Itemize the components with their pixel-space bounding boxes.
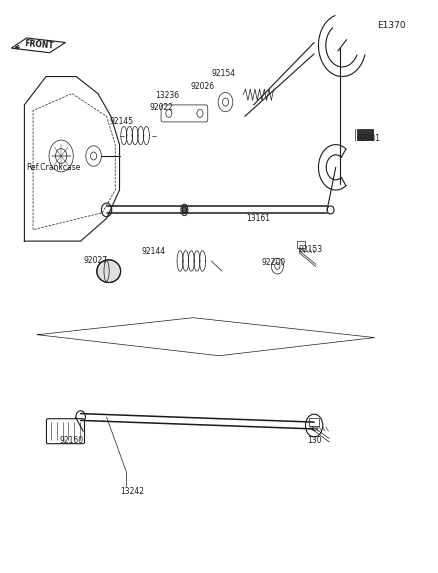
Text: 92026: 92026 (191, 83, 215, 91)
Text: 92027: 92027 (84, 257, 108, 265)
FancyBboxPatch shape (297, 241, 305, 249)
FancyBboxPatch shape (309, 418, 319, 426)
Text: Ref.Crankcase: Ref.Crankcase (27, 163, 81, 172)
Ellipse shape (97, 260, 120, 282)
Text: 13242: 13242 (120, 488, 145, 496)
Text: 92160: 92160 (60, 437, 84, 445)
Polygon shape (11, 38, 66, 53)
Ellipse shape (182, 206, 187, 213)
Text: 92145: 92145 (110, 117, 134, 127)
Circle shape (101, 203, 112, 217)
Text: 13161: 13161 (246, 214, 270, 223)
FancyBboxPatch shape (46, 419, 85, 444)
Text: 92022: 92022 (150, 103, 174, 112)
Text: 92144: 92144 (141, 247, 165, 256)
FancyBboxPatch shape (161, 105, 208, 122)
Ellipse shape (327, 206, 334, 214)
Ellipse shape (181, 204, 188, 215)
FancyBboxPatch shape (357, 129, 372, 140)
Text: 92154: 92154 (211, 69, 235, 78)
Circle shape (305, 414, 323, 437)
Text: 130: 130 (307, 437, 321, 445)
Text: 13236: 13236 (155, 91, 179, 100)
Text: 92081: 92081 (356, 135, 380, 143)
Circle shape (76, 411, 85, 423)
Text: 92153: 92153 (299, 245, 323, 254)
Text: 92200: 92200 (262, 258, 286, 266)
Text: E1370: E1370 (377, 21, 406, 30)
Text: FRONT: FRONT (25, 39, 55, 50)
